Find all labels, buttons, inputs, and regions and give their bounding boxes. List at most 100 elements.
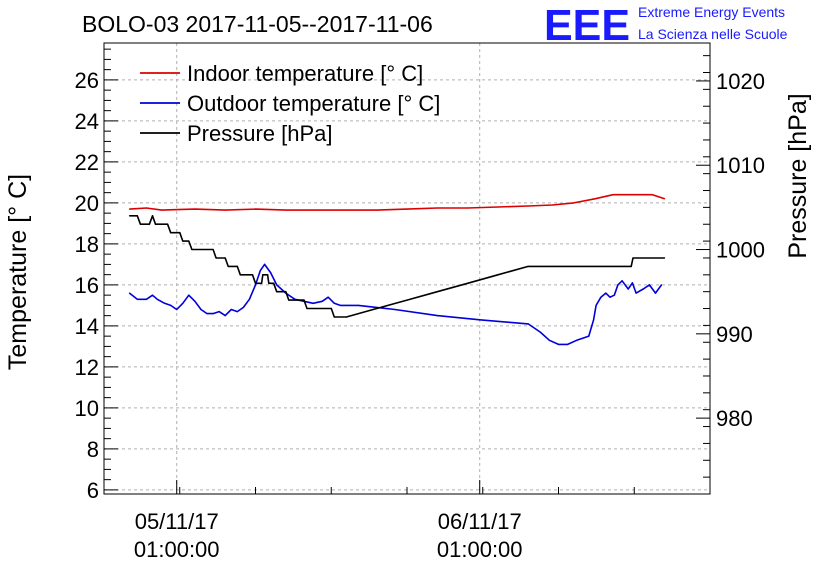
data-point	[613, 294, 615, 296]
data-point	[285, 209, 287, 211]
y-axis-label: Temperature [° C]	[4, 174, 32, 370]
data-point	[251, 274, 254, 276]
data-point	[128, 292, 131, 294]
data-point	[227, 265, 229, 267]
data-point	[573, 202, 575, 204]
data-point	[436, 315, 438, 317]
data-point	[497, 274, 499, 276]
data-point	[151, 215, 154, 217]
data-point	[136, 298, 138, 300]
data-point	[145, 298, 147, 300]
data-point	[467, 207, 469, 209]
data-point	[188, 240, 190, 242]
legend-label: Indoor temperature [° C]	[187, 61, 423, 86]
series-line	[129, 215, 665, 318]
data-point	[376, 209, 378, 211]
data-point	[170, 232, 172, 234]
data-point	[635, 292, 637, 294]
data-point	[630, 265, 632, 267]
data-point	[191, 248, 193, 251]
data-point	[333, 302, 335, 304]
data-point	[642, 288, 644, 290]
data-point	[306, 307, 308, 310]
data-point	[632, 257, 634, 259]
data-point	[261, 282, 263, 284]
data-point	[139, 223, 141, 225]
logo-line2: La Scienza nelle Scuole	[638, 26, 788, 42]
y-tick-label: 16	[75, 273, 99, 298]
data-point	[176, 308, 178, 311]
y2-tick-label: 1020	[716, 69, 765, 94]
chart-title: BOLO-03 2017-11-05--2017-11-06	[82, 11, 433, 37]
data-point	[664, 257, 666, 259]
series-line	[129, 263, 663, 346]
data-point	[339, 304, 341, 306]
data-point	[333, 316, 335, 318]
data-point	[600, 296, 602, 298]
data-point	[276, 284, 278, 286]
axes: 6 8 10 12 14 16 18 20 22 24 26 980 990 1000 1010 1020 05…	[75, 48, 765, 562]
data-point	[128, 215, 131, 217]
data-point	[497, 206, 499, 208]
data-point	[617, 284, 619, 286]
y-tick-label: 26	[75, 68, 99, 93]
y-tick-label: 8	[87, 437, 99, 462]
data-point	[268, 282, 270, 284]
data-point	[236, 265, 238, 267]
data-point	[345, 209, 347, 211]
x-tick-label: 05/11/17	[135, 509, 219, 534]
data-point	[539, 331, 541, 333]
data-point	[215, 257, 217, 259]
data-point	[167, 223, 169, 225]
data-point	[254, 282, 257, 284]
data-point	[345, 304, 347, 306]
data-point	[627, 288, 629, 290]
data-point	[267, 274, 269, 276]
data-point	[595, 304, 597, 306]
data-point	[315, 209, 317, 211]
data-point	[259, 270, 261, 272]
data-point	[630, 194, 632, 196]
data-point	[582, 337, 584, 339]
data-point	[170, 304, 172, 306]
data-point	[648, 284, 651, 286]
legend-label: Pressure [hPa]	[187, 121, 333, 146]
data-point	[631, 282, 634, 284]
data-point	[182, 240, 184, 242]
data-point	[527, 265, 529, 267]
data-point	[262, 274, 264, 276]
y2-tick-label: 1000	[716, 238, 765, 263]
y-tick-label: 12	[75, 355, 99, 380]
data-point	[161, 209, 163, 211]
data-point	[394, 308, 396, 311]
data-point	[303, 299, 305, 301]
series-line	[129, 193, 665, 211]
data-point	[527, 205, 529, 207]
y-tick-label: 6	[87, 478, 99, 503]
legend: Indoor temperature [° C] Outdoor temperat…	[140, 61, 440, 146]
data-point	[264, 263, 266, 265]
data-point	[605, 292, 607, 294]
data-point	[179, 232, 181, 234]
y2-tick-label: 980	[716, 406, 753, 431]
y-tick-label: 10	[75, 396, 99, 421]
data-point	[357, 304, 360, 306]
y2-tick-label: 1010	[716, 153, 765, 178]
y-tick-label: 24	[75, 109, 99, 134]
data-point	[327, 296, 329, 298]
data-point	[224, 209, 226, 211]
data-point	[254, 284, 257, 286]
data-point	[164, 302, 166, 304]
data-point	[621, 280, 623, 282]
x-tick-label: 01:00:00	[437, 537, 523, 562]
data-point	[330, 307, 332, 310]
data-point	[224, 257, 226, 259]
data-point	[436, 207, 438, 209]
data-point	[194, 208, 196, 210]
data-point	[654, 292, 657, 294]
data-point	[254, 208, 257, 210]
logo-letters: EEE	[544, 1, 630, 50]
data-point	[588, 265, 590, 267]
data-point	[270, 272, 272, 274]
